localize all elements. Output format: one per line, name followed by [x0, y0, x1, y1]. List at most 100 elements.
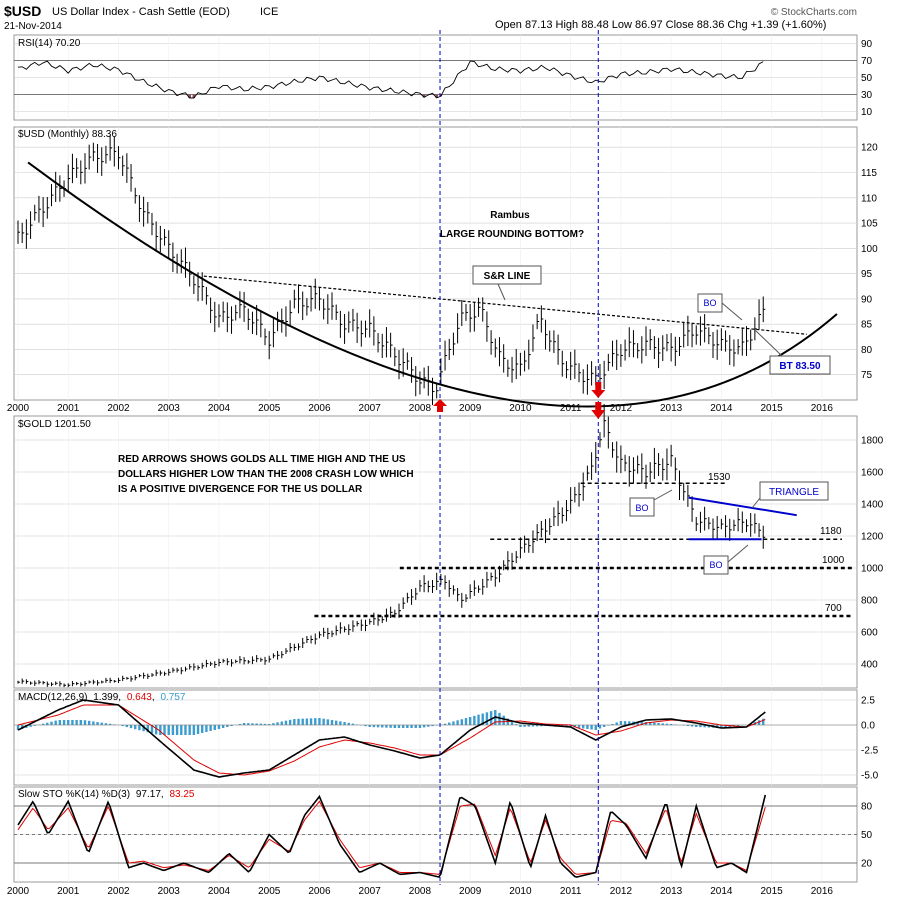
gold-level-1180: 1180: [820, 526, 842, 537]
bottom-x-tick-label: 2001: [57, 886, 80, 897]
bt-box: [769, 355, 831, 375]
gold-tick-label: 1800: [861, 436, 884, 447]
usd-bo-pointer: [721, 302, 743, 321]
usd-x-tick-label: 2013: [660, 403, 683, 414]
bt-pointer: [754, 329, 783, 357]
sr-line-box: [472, 265, 542, 285]
bottom-x-tick-label: 2012: [610, 886, 633, 897]
usd-annotation-rambus: Rambus: [490, 210, 530, 221]
macd-tick-label: -5.0: [861, 771, 879, 782]
usd-rounding-bottom-curve: [27, 161, 838, 408]
sto-tick-label: 20: [861, 859, 873, 870]
usd-x-tick-label: 2012: [610, 403, 633, 414]
header-symbol: $USD: [4, 3, 41, 19]
gold-tick-label: 1000: [861, 564, 884, 575]
bottom-x-tick-label: 2011: [560, 886, 582, 897]
usd-x-tick-label: 2004: [208, 403, 231, 414]
bottom-x-tick-label: 2015: [760, 886, 783, 897]
usd-x-tick-label: 2002: [107, 403, 130, 414]
bottom-x-tick-label: 2004: [208, 886, 231, 897]
usd-x-tick-label: 2011: [560, 403, 582, 414]
header-name: US Dollar Index - Cash Settle (EOD): [52, 6, 230, 18]
triangle-box: [759, 481, 829, 501]
rsi-line: [17, 60, 764, 99]
usd-tick-label: 95: [861, 269, 873, 280]
gold-tick-label: 800: [861, 596, 878, 607]
macd-line: [17, 699, 766, 778]
red-arrow-up: [433, 399, 448, 412]
usd-title: $USD (Monthly) 88.36: [18, 129, 117, 140]
usd-panel: [13, 126, 858, 401]
gold-bo-pointer-1: [653, 489, 673, 501]
red-arrow-up-usd: [591, 382, 606, 398]
usd-resistance-line: [203, 275, 807, 335]
macd-panel: [13, 689, 858, 786]
gold-tick-label: 1400: [861, 500, 884, 511]
usd-x-tick-label: 2001: [57, 403, 80, 414]
usd-annotation-rounding: LARGE ROUNDING BOTTOM?: [440, 229, 584, 240]
gold-level-1530: 1530: [708, 472, 731, 483]
gold-level-700: 700: [825, 603, 842, 614]
gold-title: $GOLD 1201.50: [18, 419, 91, 430]
usd-tick-label: 110: [861, 193, 877, 204]
usd-x-tick-label: 2005: [258, 403, 281, 414]
usd-annotation-bo: BO: [703, 298, 716, 308]
triangle-pointer: [751, 497, 761, 509]
sto-tick-label: 50: [861, 830, 873, 841]
gold-note-line-1: RED ARROWS SHOWS GOLDS ALL TIME HIGH AND…: [118, 454, 406, 465]
usd-x-tick-label: 2000: [7, 403, 30, 414]
gold-annotation-bo-2: BO: [709, 560, 722, 570]
macd-tick-label: 2.5: [861, 696, 875, 707]
usd-tick-label: 90: [861, 294, 873, 305]
usd-annotation-sr: S&R LINE: [484, 271, 531, 282]
gold-triangle-top: [688, 496, 797, 517]
usd-tick-label: 105: [861, 219, 878, 230]
usd-tick-label: 120: [861, 143, 878, 154]
usd-x-tick-label: 2006: [308, 403, 331, 414]
macd-signal-line: [17, 704, 766, 776]
bottom-x-tick-label: 2005: [258, 886, 281, 897]
bottom-x-tick-label: 2016: [811, 886, 834, 897]
usd-x-tick-label: 2009: [459, 403, 482, 414]
gold-tick-label: 1200: [861, 532, 884, 543]
gold-tick-label: 400: [861, 660, 878, 671]
gold-level-1000: 1000: [822, 555, 845, 566]
usd-tick-label: 115: [861, 168, 877, 179]
gold-panel: [13, 415, 858, 689]
svg-text:MACD(12,26,9) 1.399, 0: MACD(12,26,9) 1.399, 0.643, 0.757: [18, 692, 186, 703]
gold-annotation-bo-1: BO: [635, 503, 648, 513]
header-ohlc: Open 87.13 High 88.48 Low 86.97 Close 88…: [495, 19, 826, 31]
usd-x-tick-label: 2014: [710, 403, 733, 414]
header-brand: © StockCharts.com: [771, 7, 857, 18]
usd-x-tick-label: 2007: [359, 403, 382, 414]
bottom-x-tick-label: 2009: [459, 886, 482, 897]
bottom-x-tick-label: 2014: [710, 886, 733, 897]
sto-tick-label: 80: [861, 802, 873, 813]
sto-legend-d: 83.25: [169, 789, 194, 800]
sto-legend-k: 97.17: [136, 789, 161, 800]
rsi-tick-label: 10: [861, 107, 873, 118]
bottom-x-tick-label: 2002: [107, 886, 130, 897]
usd-tick-label: 85: [861, 320, 873, 331]
usd-x-tick-label: 2010: [509, 403, 532, 414]
rsi-tick-label: 50: [861, 73, 873, 84]
gold-tick-label: 600: [861, 628, 878, 639]
macd-tick-label: -2.5: [861, 746, 879, 757]
macd-legend-signal: 0.643: [127, 692, 152, 703]
macd-legend-macd: 1.399: [93, 692, 118, 703]
header-date: 21-Nov-2014: [4, 21, 62, 32]
usd-tick-label: 80: [861, 345, 873, 356]
usd-x-tick-label: 2003: [158, 403, 181, 414]
gold-note-line-2: DOLLARS HIGHER LOW THAN THE 2008 CRASH L…: [118, 469, 414, 480]
gold-bo-pointer-2: [727, 544, 749, 563]
rsi-tick-label: 70: [861, 56, 873, 67]
svg-text:Slow STO %K(14) %D(3) 97.1: Slow STO %K(14) %D(3) 97.17, 83.25: [18, 789, 195, 800]
bottom-x-tick-label: 2007: [359, 886, 382, 897]
bottom-x-tick-label: 2003: [158, 886, 181, 897]
gold-bo-box-2: [703, 555, 729, 575]
usd-tick-label: 100: [861, 244, 878, 255]
bottom-x-tick-label: 2000: [7, 886, 30, 897]
sto-d-line: [17, 800, 766, 875]
rsi-title: RSI(14) 70.20: [18, 38, 81, 49]
